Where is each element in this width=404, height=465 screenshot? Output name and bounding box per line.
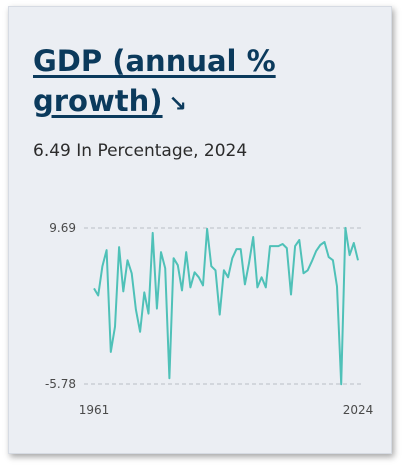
data-point[interactable] — [343, 226, 347, 230]
data-point[interactable] — [126, 258, 130, 262]
data-point[interactable] — [260, 275, 264, 279]
data-point[interactable] — [193, 270, 197, 274]
data-point[interactable] — [159, 250, 163, 254]
data-point[interactable] — [226, 275, 230, 279]
data-point[interactable] — [142, 290, 146, 294]
gdp-growth-series-line — [93, 226, 359, 386]
data-point[interactable] — [134, 308, 138, 312]
data-point[interactable] — [264, 285, 268, 289]
data-point[interactable] — [100, 264, 104, 268]
data-point[interactable] — [331, 258, 335, 262]
data-point[interactable] — [285, 246, 289, 250]
data-point[interactable] — [92, 286, 96, 290]
data-point[interactable] — [272, 244, 276, 248]
indicator-value-subtitle: 6.49 In Percentage, 2024 — [33, 141, 248, 161]
data-point[interactable] — [222, 268, 226, 272]
data-point[interactable] — [339, 382, 343, 386]
data-point[interactable] — [188, 285, 192, 289]
data-point[interactable] — [172, 256, 176, 260]
y-tick-label: 9.69 — [49, 221, 76, 235]
data-point[interactable] — [105, 248, 109, 252]
indicator-title-link[interactable]: GDP (annual % growth) ↘ — [33, 41, 353, 125]
data-point[interactable] — [276, 244, 280, 248]
data-point[interactable] — [335, 284, 339, 288]
x-tick-label: 1961 — [79, 403, 110, 417]
data-point[interactable] — [247, 261, 251, 265]
data-point[interactable] — [138, 330, 142, 334]
data-point[interactable] — [180, 288, 184, 292]
data-point[interactable] — [197, 275, 201, 279]
data-point[interactable] — [352, 241, 356, 245]
data-point[interactable] — [214, 268, 218, 272]
data-point[interactable] — [205, 227, 209, 231]
data-point[interactable] — [201, 283, 205, 287]
data-point[interactable] — [318, 243, 322, 247]
data-point[interactable] — [151, 231, 155, 235]
x-tick-label: 2024 — [343, 403, 374, 417]
data-point[interactable] — [234, 247, 238, 251]
indicator-card: GDP (annual % growth) ↘ 6.49 In Percentage… — [8, 6, 392, 454]
data-point[interactable] — [146, 312, 150, 316]
data-point[interactable] — [163, 266, 167, 270]
data-point[interactable] — [314, 249, 318, 253]
data-point[interactable] — [155, 307, 159, 311]
data-point[interactable] — [255, 285, 259, 289]
data-point[interactable] — [121, 289, 125, 293]
data-point[interactable] — [302, 271, 306, 275]
data-point[interactable] — [117, 245, 121, 249]
data-point[interactable] — [243, 282, 247, 286]
data-point[interactable] — [306, 268, 310, 272]
title-line-2[interactable]: growth) — [33, 84, 163, 118]
data-point[interactable] — [230, 256, 234, 260]
data-point[interactable] — [297, 238, 301, 242]
data-point[interactable] — [113, 325, 117, 329]
data-point[interactable] — [209, 264, 213, 268]
y-tick-label: -5.78 — [45, 377, 76, 391]
data-point[interactable] — [289, 292, 293, 296]
data-point[interactable] — [322, 240, 326, 244]
data-point[interactable] — [130, 271, 134, 275]
data-point[interactable] — [167, 376, 171, 380]
data-point[interactable] — [176, 263, 180, 267]
arrow-down-right-icon: ↘ — [168, 92, 187, 117]
data-point[interactable] — [218, 313, 222, 317]
title-line-1[interactable]: GDP (annual % — [33, 44, 276, 78]
data-point[interactable] — [293, 244, 297, 248]
data-point[interactable] — [109, 350, 113, 354]
data-point[interactable] — [239, 247, 243, 251]
data-point[interactable] — [268, 244, 272, 248]
data-point[interactable] — [251, 235, 255, 239]
data-point[interactable] — [96, 293, 100, 297]
data-point[interactable] — [310, 259, 314, 263]
data-point[interactable] — [327, 255, 331, 259]
data-point[interactable] — [356, 258, 360, 262]
data-point[interactable] — [281, 242, 285, 246]
data-point[interactable] — [348, 253, 352, 257]
data-point[interactable] — [184, 250, 188, 254]
